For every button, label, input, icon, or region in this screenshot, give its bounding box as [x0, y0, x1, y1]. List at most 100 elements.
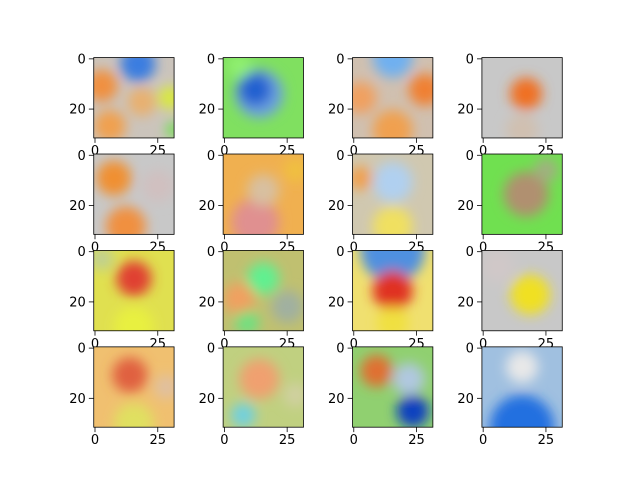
image-blob [372, 270, 413, 311]
y-tick-label: 20 [69, 199, 86, 214]
y-tick-label: 0 [336, 245, 344, 260]
image-blob [510, 274, 551, 315]
x-tick-label: 0 [479, 433, 487, 448]
y-tick-label: 0 [77, 52, 85, 67]
image-blob [396, 395, 429, 428]
x-tick-label: 25 [149, 433, 166, 448]
image [223, 250, 304, 331]
y-tick-label: 0 [77, 149, 85, 164]
image-blob [93, 250, 114, 271]
y-tick-label: 20 [457, 295, 474, 310]
image [481, 57, 563, 138]
y-tick-label: 0 [207, 245, 215, 260]
image [352, 250, 433, 331]
image-blob [112, 357, 148, 393]
y-tick-label: 20 [328, 295, 345, 310]
image [352, 346, 433, 428]
y-tick-label: 0 [336, 149, 344, 164]
image [481, 154, 563, 235]
axes-frame [93, 250, 175, 332]
y-tick-label: 20 [328, 103, 345, 118]
y-tick-label: 20 [457, 103, 474, 118]
image-blob [352, 81, 377, 114]
image-blobs [93, 250, 154, 331]
x-tick-label: 25 [408, 433, 425, 448]
y-tick-label: 0 [207, 149, 215, 164]
axes-frame [93, 153, 175, 235]
x-tick-label: 0 [220, 433, 228, 448]
image-blobs [223, 262, 304, 331]
image-blob [372, 57, 413, 78]
x-tick-label: 0 [91, 337, 99, 352]
image [352, 57, 433, 138]
image-blob [231, 403, 256, 428]
x-tick-label: 0 [220, 337, 228, 352]
x-tick-label: 0 [220, 240, 228, 255]
axes-frame [222, 57, 304, 139]
image-blob [239, 358, 280, 400]
x-tick-label: 0 [350, 144, 358, 159]
image-blobs [360, 354, 429, 428]
image-blob [93, 69, 118, 102]
axes-frame [93, 346, 175, 428]
image-blobs [489, 350, 555, 428]
axes-frame [352, 346, 434, 428]
image-blob [113, 306, 154, 331]
image-blob [534, 158, 559, 183]
y-tick-label: 0 [466, 245, 474, 260]
image-blob [376, 306, 409, 331]
image-blob [489, 395, 555, 428]
y-tick-label: 20 [328, 199, 345, 214]
y-tick-label: 20 [69, 295, 86, 310]
y-tick-label: 0 [77, 245, 85, 260]
image-blobs [96, 160, 175, 235]
axes-frame [352, 57, 434, 139]
axes-frame [481, 57, 563, 139]
image-blob [408, 73, 433, 106]
image [93, 57, 175, 138]
y-tick-label: 20 [69, 392, 86, 407]
x-tick-label: 0 [479, 144, 487, 159]
y-tick-label: 20 [199, 392, 216, 407]
image-blobs [93, 57, 175, 138]
image-blobs [506, 77, 543, 138]
y-tick-label: 20 [199, 199, 216, 214]
image [93, 154, 175, 235]
y-tick-label: 20 [457, 199, 474, 214]
x-tick-label: 0 [350, 337, 358, 352]
y-tick-label: 0 [336, 342, 344, 357]
image-blob [352, 166, 373, 191]
image-blob [223, 282, 256, 315]
image-blobs [352, 162, 413, 235]
image-blob [360, 250, 425, 283]
image-blob [481, 250, 515, 283]
x-tick-label: 25 [538, 433, 555, 448]
image-blob [239, 73, 272, 106]
image-blob [141, 170, 175, 203]
image-blob [127, 87, 157, 117]
y-tick-label: 20 [199, 103, 216, 118]
x-tick-label: 0 [91, 144, 99, 159]
y-tick-label: 0 [466, 342, 474, 357]
y-tick-label: 0 [77, 342, 85, 357]
image-blob [235, 310, 260, 331]
y-tick-label: 20 [69, 103, 86, 118]
image-blob [247, 262, 280, 295]
image-blob [506, 350, 539, 384]
image-blob [372, 206, 413, 235]
axes-frame [352, 153, 434, 235]
image-blobs [352, 57, 433, 138]
image-blob [227, 57, 252, 78]
image-blob [247, 174, 280, 207]
